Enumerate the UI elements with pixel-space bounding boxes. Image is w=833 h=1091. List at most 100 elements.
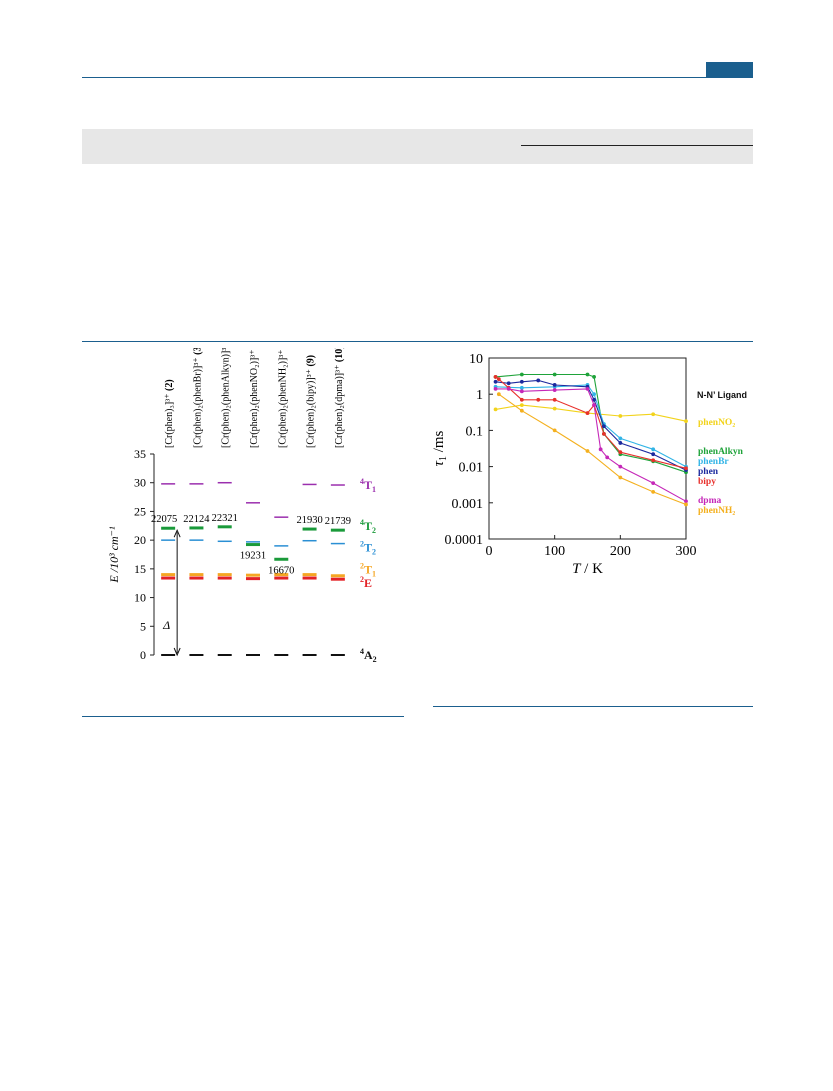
data-point bbox=[651, 458, 656, 463]
data-point bbox=[651, 490, 656, 494]
data-point bbox=[506, 381, 511, 386]
complex-number: (2) bbox=[164, 379, 175, 391]
data-point bbox=[493, 387, 498, 391]
data-point bbox=[605, 455, 610, 460]
data-point bbox=[493, 379, 498, 384]
delta-label: Δ bbox=[162, 618, 170, 632]
state-label-2e: 2E bbox=[360, 575, 372, 590]
data-point bbox=[493, 375, 498, 379]
y-tick-label: 0.1 bbox=[466, 424, 484, 439]
data-point bbox=[552, 388, 557, 392]
data-point bbox=[618, 414, 623, 418]
legend-entry: phenAlkyn bbox=[698, 447, 744, 457]
value-label: 21739 bbox=[325, 516, 351, 527]
state-label-2t2: 2T2 bbox=[360, 540, 376, 557]
series-line bbox=[495, 404, 687, 422]
series-line bbox=[495, 379, 687, 471]
data-point bbox=[519, 372, 524, 377]
y-tick-label: 30 bbox=[134, 476, 146, 490]
data-point bbox=[552, 372, 557, 377]
x-tick-label: 300 bbox=[676, 544, 697, 559]
data-point bbox=[618, 464, 623, 469]
complex-label: [Cr(phen)₂(phenNO₂)]³⁺ (7) bbox=[249, 348, 260, 448]
data-point bbox=[602, 432, 606, 436]
complex-label: [Cr(phen)₂(phenAlkyn)]³⁺ (6) bbox=[221, 348, 232, 448]
figure-left-bottom-rule bbox=[82, 716, 404, 717]
state-label-2t1: 2T1 bbox=[360, 562, 376, 579]
data-point bbox=[496, 377, 501, 382]
figure-right-bottom-rule bbox=[433, 706, 753, 707]
y-axis-label: E /10³ cm⁻¹ bbox=[107, 526, 121, 584]
plot-frame bbox=[488, 357, 687, 540]
y-tick-label: 5 bbox=[140, 619, 146, 633]
data-point bbox=[519, 403, 524, 407]
data-point bbox=[585, 411, 590, 416]
data-point bbox=[651, 447, 656, 452]
y-tick-label: 10 bbox=[469, 352, 483, 367]
value-label: 21930 bbox=[296, 515, 322, 526]
state-label-4a2: 4A2 bbox=[360, 647, 377, 664]
data-point bbox=[585, 449, 590, 453]
state-label-4t1: 4T1 bbox=[360, 477, 376, 494]
series-line bbox=[498, 393, 687, 506]
figure-top-rule bbox=[82, 341, 753, 342]
legend-entry: phen bbox=[698, 467, 719, 477]
y-tick-label: 0.01 bbox=[459, 461, 484, 476]
y-axis-label: τ1 /ms bbox=[431, 430, 449, 466]
data-point bbox=[684, 466, 688, 471]
delta-arrow-head-top bbox=[173, 528, 181, 538]
y-tick-label: 0.0001 bbox=[445, 533, 484, 548]
data-point bbox=[519, 379, 524, 384]
legend-entry: bipy bbox=[698, 477, 716, 487]
energy-level-diagram: 0 5 10 15 20 25 30 35 E /10³ cm⁻¹ [Cr(phen)₃]³⁺ (… bbox=[107, 348, 377, 664]
data-point bbox=[496, 392, 501, 397]
complex-label: [Cr(phen)₂(phenBr)]³⁺ (3) bbox=[192, 348, 203, 448]
data-point bbox=[618, 441, 623, 445]
y-tick-label: 25 bbox=[134, 504, 146, 518]
value-label: 19231 bbox=[240, 551, 266, 562]
complex-label: [Cr(phen)₃]³⁺ (2) bbox=[164, 379, 175, 448]
data-point bbox=[552, 383, 557, 387]
y-tick-label: 20 bbox=[134, 533, 146, 547]
x-tick-label: 100 bbox=[544, 544, 565, 559]
x-tick-label: 0 bbox=[486, 544, 493, 559]
data-point bbox=[651, 412, 656, 417]
y-tick-label: 0.001 bbox=[452, 497, 484, 512]
data-point bbox=[536, 397, 541, 402]
value-label: 22075 bbox=[151, 514, 177, 525]
header-rule bbox=[82, 77, 753, 78]
table-header-line bbox=[521, 145, 753, 146]
complex-label: [Cr(phen)₂(bipy)]³⁺ (9) bbox=[306, 355, 317, 448]
data-point bbox=[598, 447, 603, 452]
y-tick-label: 1 bbox=[476, 388, 483, 403]
data-point bbox=[585, 372, 590, 377]
data-point bbox=[592, 403, 596, 407]
complex-number: (3) bbox=[192, 348, 203, 355]
data-point bbox=[536, 378, 541, 383]
data-point bbox=[519, 389, 524, 394]
data-point bbox=[552, 406, 557, 411]
table-header-band bbox=[82, 129, 753, 164]
value-label: 22321 bbox=[212, 513, 238, 524]
data-point bbox=[651, 481, 656, 486]
y-tick-label: 35 bbox=[134, 447, 146, 461]
data-point bbox=[684, 499, 688, 504]
data-point bbox=[684, 419, 688, 424]
data-point bbox=[552, 428, 557, 433]
legend-entry: phenBr bbox=[698, 457, 729, 467]
y-tick-label: 10 bbox=[134, 591, 146, 605]
state-label-4t2: 4T2 bbox=[360, 518, 376, 535]
data-point bbox=[519, 408, 524, 413]
header-tab bbox=[706, 62, 753, 78]
data-point bbox=[651, 452, 656, 457]
legend-title: N-N’ Ligand bbox=[697, 390, 747, 400]
data-point bbox=[592, 397, 596, 402]
complex-label: [Cr(phen)₂(dpma)]³⁺ (10) bbox=[334, 348, 345, 448]
x-axis-label: T / K bbox=[572, 561, 603, 577]
complex-number: (10) bbox=[334, 348, 345, 362]
data-point bbox=[618, 436, 623, 441]
value-label: 22124 bbox=[183, 514, 210, 525]
legend-entry: dpma bbox=[698, 496, 721, 506]
delta-arrow-head-bottom bbox=[173, 647, 181, 657]
